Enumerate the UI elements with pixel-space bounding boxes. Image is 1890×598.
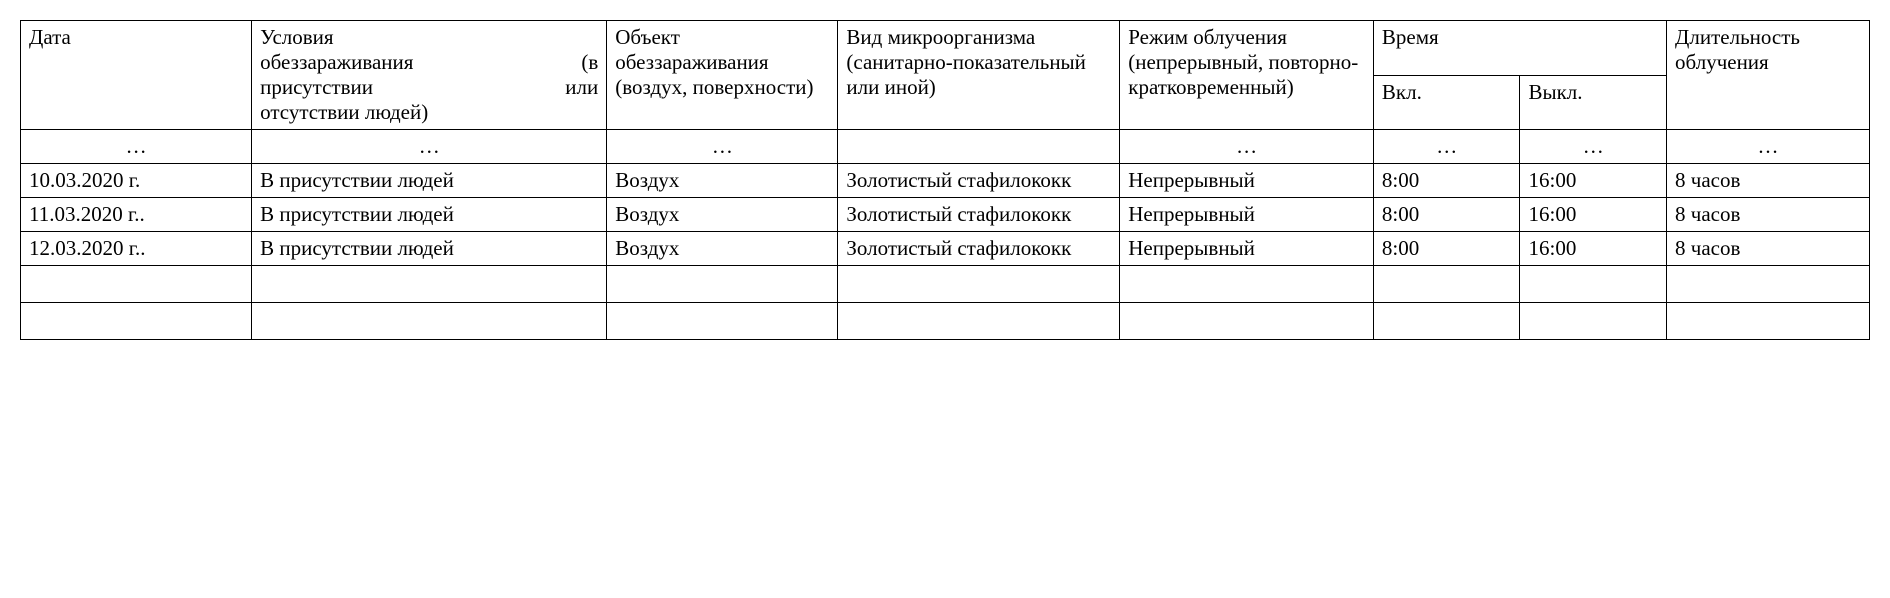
empty-cell [838,303,1120,340]
ellipsis-cell: … [21,130,252,164]
cell-time-off: 16:00 [1520,232,1667,266]
cell-object: Воздух [607,198,838,232]
cell-duration: 8 часов [1667,198,1870,232]
empty-row [21,266,1870,303]
ellipsis-cell: … [252,130,607,164]
empty-cell [1373,266,1520,303]
cell-duration: 8 часов [1667,232,1870,266]
table-row: 11.03.2020 г..В присутствии людейВоздухЗ… [21,198,1870,232]
cell-date: 10.03.2020 г. [21,164,252,198]
cell-microorganism: Золотистый стафилококк [838,164,1120,198]
col-time-on-header: Вкл. [1373,75,1520,130]
cell-duration: 8 часов [1667,164,1870,198]
cell-mode: Непрерывный [1120,164,1374,198]
cell-date: 11.03.2020 г.. [21,198,252,232]
cell-conditions: В присутствии людей [252,198,607,232]
empty-cell [21,303,252,340]
empty-cell [1120,303,1374,340]
cell-time-off: 16:00 [1520,198,1667,232]
table-row: 12.03.2020 г..В присутствии людейВоздухЗ… [21,232,1870,266]
cell-date: 12.03.2020 г.. [21,232,252,266]
ellipsis-cell: … [1373,130,1520,164]
empty-cell [607,303,838,340]
cell-microorganism: Золотистый стафилококк [838,232,1120,266]
cell-time-on: 8:00 [1373,232,1520,266]
col-mode-header: Режим облучения (непрерывный, повторно-к… [1120,21,1374,130]
empty-cell [1667,266,1870,303]
conditions-header-line3: присутствии или [260,75,598,100]
empty-cell [1373,303,1520,340]
col-time-header: Время [1373,21,1666,76]
col-conditions-header: Условия обеззараживания (в присутствии и… [252,21,607,130]
col-duration-header: Длительность облучения [1667,21,1870,130]
empty-cell [1667,303,1870,340]
ellipsis-cell: … [607,130,838,164]
cell-microorganism: Золотистый стафилококк [838,198,1120,232]
cell-object: Воздух [607,232,838,266]
col-object-header: Объект обеззараживания (воздух, поверхно… [607,21,838,130]
cell-time-on: 8:00 [1373,164,1520,198]
header-row-1: Дата Условия обеззараживания (в присутст… [21,21,1870,76]
col-microorganism-header: Вид микроорганизма (санитарно-показатель… [838,21,1120,130]
empty-cell [252,303,607,340]
col-date-header: Дата [21,21,252,130]
conditions-header-line4: отсутствии людей) [260,100,428,124]
cell-time-off: 16:00 [1520,164,1667,198]
empty-cell [1520,266,1667,303]
cell-mode: Непрерывный [1120,198,1374,232]
cell-conditions: В присутствии людей [252,164,607,198]
ellipsis-row: ………………… [21,130,1870,164]
conditions-header-line1: Условия [260,25,333,49]
empty-cell [1120,266,1374,303]
empty-cell [607,266,838,303]
conditions-header-line2: обеззараживания (в [260,50,598,75]
table-row: 10.03.2020 г.В присутствии людейВоздухЗо… [21,164,1870,198]
col-time-off-header: Выкл. [1520,75,1667,130]
ellipsis-cell: … [1667,130,1870,164]
empty-cell [838,266,1120,303]
cell-conditions: В присутствии людей [252,232,607,266]
ellipsis-cell [838,130,1120,164]
cell-mode: Непрерывный [1120,232,1374,266]
disinfection-log-table: Дата Условия обеззараживания (в присутст… [20,20,1870,340]
empty-cell [21,266,252,303]
cell-object: Воздух [607,164,838,198]
empty-cell [1520,303,1667,340]
cell-time-on: 8:00 [1373,198,1520,232]
empty-cell [252,266,607,303]
ellipsis-cell: … [1520,130,1667,164]
empty-row [21,303,1870,340]
ellipsis-cell: … [1120,130,1374,164]
